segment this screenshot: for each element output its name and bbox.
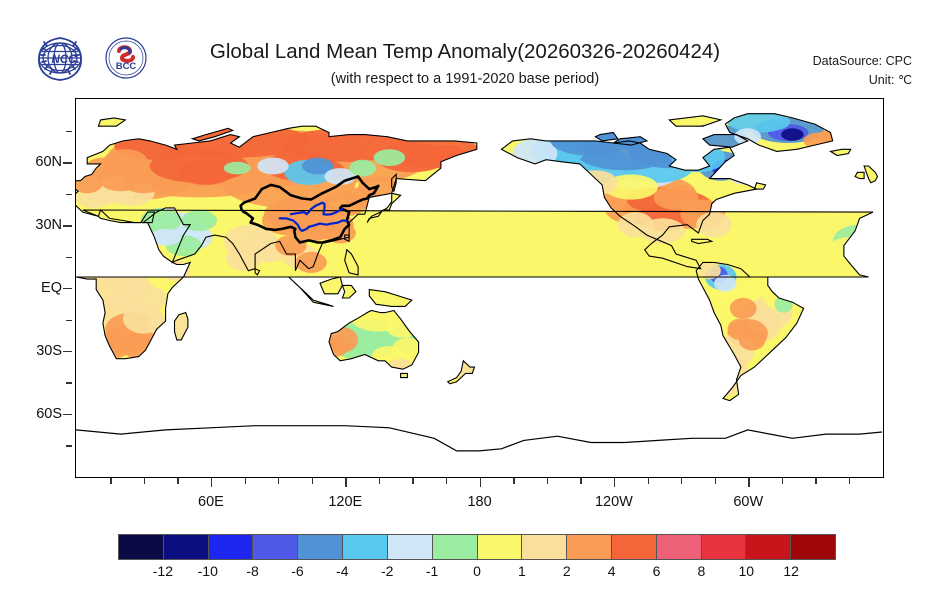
colorbar-tick: -4	[336, 563, 349, 579]
x-tick	[748, 478, 750, 487]
x-tick-label: 60E	[198, 494, 224, 510]
x-tick-minor	[311, 478, 314, 484]
colorbar-tick: 8	[697, 563, 706, 579]
colorbar-swatch	[387, 535, 433, 559]
colorbar-swatch	[343, 535, 388, 559]
anomaly-field	[76, 113, 878, 401]
x-tick-minor	[815, 478, 817, 484]
colorbar-swatch	[298, 535, 344, 559]
x-tick-minor	[244, 478, 246, 484]
y-tick	[63, 413, 72, 416]
colorbar-swatch	[567, 535, 612, 559]
y-tick-minor	[66, 131, 72, 133]
x-tick-minor	[278, 478, 280, 484]
x-tick-minor	[714, 478, 717, 484]
y-tick	[63, 350, 72, 353]
coastlines	[76, 113, 879, 402]
colorbar-swatch	[791, 535, 835, 559]
colorbar-tick: 4	[607, 563, 616, 579]
logo-group: NCC BCC	[34, 32, 152, 84]
colorbar-tick: -12	[152, 563, 173, 579]
x-tick-label: 180	[467, 494, 492, 510]
colorbar: -12 -10 -8 -6 -4 -2 -1 0 1 2 4 6 8 10 12	[118, 534, 836, 582]
unit-label: Unit: ℃	[868, 73, 912, 87]
colorbar-tick: -10	[197, 563, 218, 579]
bcc-logo-icon: BCC	[100, 32, 152, 84]
x-tick-minor	[412, 478, 414, 484]
colorbar-swatch	[163, 535, 209, 559]
page-subtitle: (with respect to a 1991-2020 base period…	[330, 71, 600, 87]
x-tick-minor	[143, 478, 146, 484]
yellow-river	[289, 201, 344, 216]
colorbar-swatch	[611, 535, 657, 559]
datasource-label: DataSource: CPC	[812, 54, 912, 68]
y-tick-minor	[66, 445, 72, 447]
y-tick-label: 60N	[35, 154, 62, 171]
china-boundary	[239, 175, 380, 244]
colorbar-swatch	[701, 535, 747, 559]
colorbar-tick: -1	[425, 563, 439, 579]
colorbar-swatch	[119, 535, 164, 559]
x-tick-minor	[781, 478, 784, 484]
bcc-logo-text: BCC	[116, 61, 137, 72]
x-tick	[613, 478, 616, 487]
colorbar-swatch	[208, 535, 254, 559]
y-tick-minor	[66, 256, 72, 259]
y-tick	[63, 288, 72, 290]
title-block: Global Land Mean Temp Anomaly(20260326-2…	[150, 38, 780, 90]
colorbar-tick: 6	[652, 563, 661, 579]
x-tick	[345, 478, 347, 487]
y-tick-label: 30N	[35, 217, 62, 234]
x-tick-minor	[580, 478, 582, 484]
antarctica-coastline	[76, 425, 882, 452]
colorbar-swatches	[118, 534, 836, 560]
x-tick-minor	[513, 478, 515, 484]
colorbar-swatch	[656, 535, 702, 559]
y-tick	[63, 162, 72, 164]
colorbar-swatch	[522, 535, 568, 559]
colorbar-tick: 2	[562, 563, 571, 579]
y-tick-label: 60S	[36, 405, 62, 422]
y-tick-label: EQ	[41, 280, 62, 297]
x-tick-minor	[177, 478, 179, 484]
colorbar-swatch	[432, 535, 478, 559]
colorbar-tick-labels: -12 -10 -8 -6 -4 -2 -1 0 1 2 4 6 8 10 12	[118, 560, 836, 582]
y-tick-minor	[66, 193, 72, 196]
ncc-logo-icon: NCC	[34, 32, 86, 84]
x-tick-minor	[849, 478, 851, 484]
ncc-logo-text: NCC	[52, 54, 78, 66]
x-tick-label: 120W	[594, 494, 633, 510]
map-plot-area	[75, 98, 884, 478]
colorbar-tick: 10	[738, 563, 755, 579]
x-tick	[210, 478, 213, 487]
colorbar-swatch	[477, 535, 523, 559]
x-tick-label: 120E	[328, 494, 363, 510]
x-tick-minor	[378, 478, 381, 484]
colorbar-swatch	[253, 535, 299, 559]
colorbar-tick: 0	[473, 563, 481, 579]
page-title: Global Land Mean Temp Anomaly(20260326-2…	[209, 40, 721, 63]
metadata-block: DataSource: CPC Unit: ℃	[813, 52, 912, 90]
colorbar-tick: 1	[517, 563, 526, 579]
x-tick-minor	[110, 478, 112, 484]
y-axis: 60N 30N EQ 30S 60S	[0, 98, 72, 478]
map-canvas	[76, 99, 883, 477]
y-tick-label: 30S	[36, 342, 62, 359]
yangtze-river	[278, 217, 348, 232]
colorbar-tick: -2	[381, 563, 394, 579]
x-tick-minor	[647, 478, 649, 484]
y-tick	[63, 225, 72, 227]
x-tick-label: 60W	[733, 494, 764, 510]
colorbar-tick: 12	[783, 563, 799, 579]
colorbar-tick: -8	[246, 563, 259, 579]
x-tick-minor	[446, 478, 448, 484]
y-tick-minor	[66, 319, 72, 321]
colorbar-tick: -6	[291, 563, 304, 579]
x-tick-minor	[546, 478, 549, 484]
colorbar-swatch	[746, 535, 792, 559]
x-tick	[479, 478, 481, 487]
y-tick-minor	[66, 382, 72, 384]
x-tick-minor	[681, 478, 683, 484]
